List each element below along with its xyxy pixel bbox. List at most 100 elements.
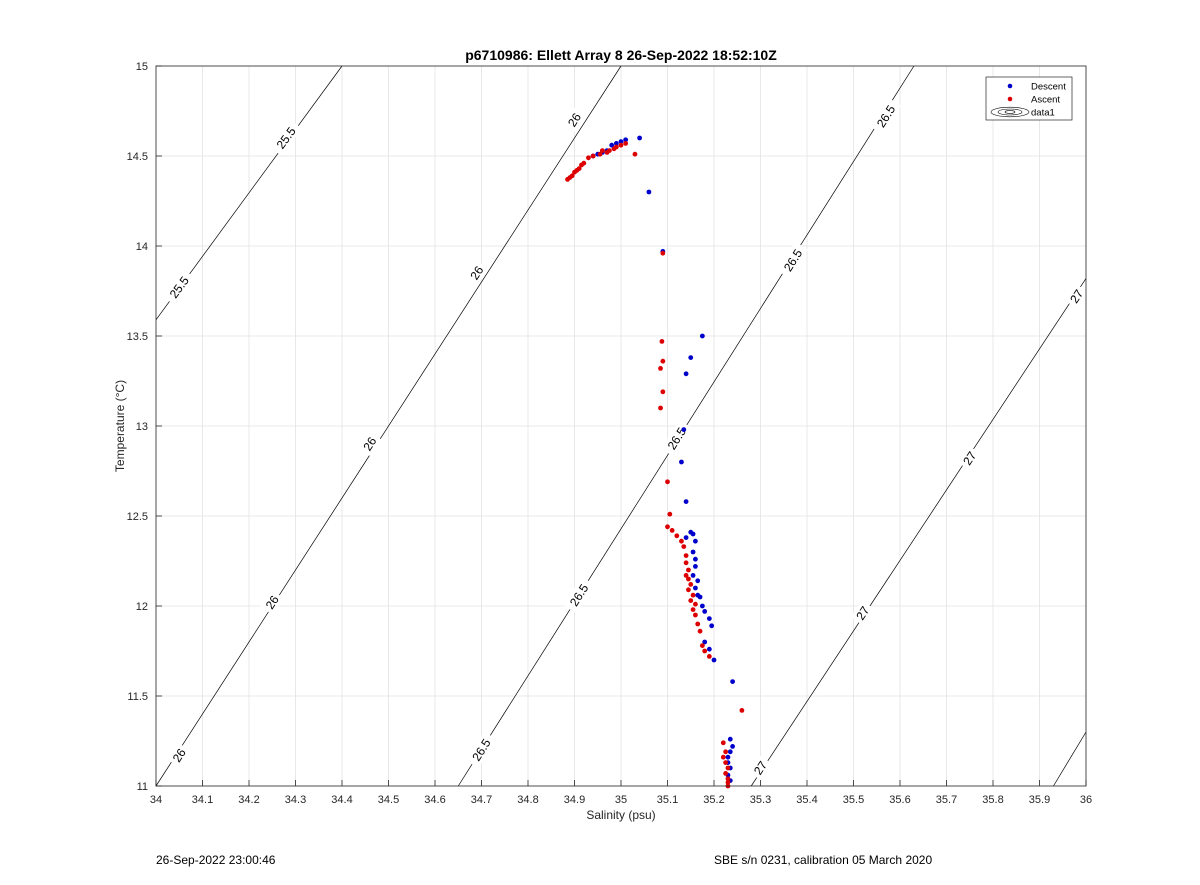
x-tick-label: 35.4: [796, 794, 817, 806]
ascent-point: [702, 648, 708, 654]
contour-label-group: 27: [850, 600, 875, 626]
x-tick-label: 35.9: [1029, 794, 1050, 806]
y-axis-label: Temperature (°C): [113, 380, 127, 472]
descent-point: [693, 564, 698, 569]
ascent-point: [688, 582, 694, 587]
y-tick-label: 13.5: [127, 331, 148, 343]
descent-point: [613, 141, 619, 146]
ascent-point: [720, 740, 726, 746]
x-tick-label: 34.6: [424, 794, 445, 806]
y-tick-label: 15: [136, 61, 148, 73]
x-tick-label: 35.3: [750, 794, 771, 806]
contour-label-bg: [562, 107, 586, 133]
contour-label-group: 27: [957, 445, 982, 471]
descent-point: [695, 578, 701, 584]
descent-point: [679, 459, 684, 465]
descent-point: [693, 585, 698, 591]
descent-point: [699, 333, 705, 339]
ascent-point: [597, 151, 603, 157]
x-tick-label: 35: [615, 794, 627, 806]
ascent-point: [660, 389, 666, 395]
contour-label-bg: [162, 268, 195, 306]
ascent-point: [565, 177, 570, 182]
ascent-point: [693, 601, 698, 607]
ascent-point: [695, 621, 701, 627]
grid: [155, 65, 1087, 787]
ascent-point: [669, 528, 675, 533]
ascent-point: [697, 628, 703, 634]
density-contours: 25.525.5262626262626.526.526.526.526.527…: [155, 65, 1089, 787]
ascent-point: [679, 538, 684, 544]
descent-point: [681, 427, 687, 432]
ascent-point: [690, 607, 696, 612]
ascent-point: [658, 405, 663, 411]
contour-label-bg: [870, 97, 902, 135]
ascent-point: [660, 358, 666, 364]
ascent-point: [725, 780, 731, 785]
ascent-point: [667, 511, 673, 517]
contour-26: 26 26 26 26 26: [155, 65, 622, 787]
ascent-point: [693, 612, 698, 618]
y-tick-label: 14.5: [127, 151, 148, 163]
contour-label-group: 26: [357, 431, 382, 457]
x-tick-label: 34.4: [331, 794, 352, 806]
y-tick-label: 13: [136, 421, 148, 433]
ascent-point: [674, 533, 680, 539]
y-axis-ticks: 11 11.5 12 12.5 13 13.5 14 14.5 15: [127, 61, 162, 793]
ascent-point: [690, 592, 696, 598]
ascent-point: [611, 146, 617, 152]
contour-27: 27 27 27 27: [748, 278, 1089, 787]
y-tick-label: 12: [136, 601, 148, 613]
descent-point: [706, 646, 712, 652]
x-axis-label: Salinity (psu): [586, 808, 655, 822]
ascent-point: [683, 573, 689, 578]
descent-point: [683, 535, 689, 540]
contour-label-bg: [957, 445, 982, 471]
data-points: [565, 135, 745, 789]
ascent-point: [660, 250, 666, 256]
legend-marker-ascent: [1007, 96, 1013, 102]
descent-point: [609, 142, 615, 148]
ascent-point: [699, 643, 705, 648]
ascent-point: [600, 148, 605, 154]
x-tick-label: 35.2: [703, 794, 724, 806]
x-tick-label: 34.7: [471, 794, 492, 806]
ascent-point: [658, 366, 663, 371]
contour-label-bg: [563, 576, 595, 614]
descent-point: [690, 531, 696, 537]
contour-label-bg: [1064, 283, 1089, 309]
contour-label-bg: [465, 731, 497, 769]
ascent-point: [683, 553, 689, 558]
contour-label-group: 26: [167, 742, 191, 768]
y-tick-label: 11.5: [127, 691, 148, 703]
x-tick-label: 35.6: [889, 794, 910, 806]
descent-point: [618, 139, 624, 145]
descent-point: [725, 754, 731, 760]
ascent-point: [723, 749, 729, 755]
ascent-point: [739, 708, 745, 713]
descent-point: [709, 623, 715, 629]
ascent-point: [686, 587, 691, 593]
descent-point: [690, 573, 696, 578]
contour-label-group: 26: [562, 107, 586, 133]
legend-label-ascent: Ascent: [1031, 95, 1060, 106]
ascent-point: [590, 153, 596, 159]
contour-label-bg: [167, 742, 191, 768]
descent-point: [727, 749, 733, 755]
descent-point: [690, 549, 696, 555]
contour-label-bg: [850, 600, 875, 626]
contour-label-group: 27: [748, 755, 772, 781]
legend-label-descent: Descent: [1031, 82, 1066, 93]
contour-26.5: 26.526.526.526.526.5: [457, 65, 915, 787]
contour-label-group: 26: [464, 260, 489, 286]
contour-label-bg: [269, 119, 302, 156]
ascent-point: [706, 654, 712, 659]
ascent-point: [725, 776, 731, 782]
descent-point: [688, 355, 694, 360]
ascent-point: [623, 141, 629, 146]
descent-point: [683, 371, 689, 377]
ascent-point: [665, 479, 670, 485]
descent-point: [697, 594, 703, 600]
ascent-point: [681, 544, 687, 549]
ascent-point: [683, 560, 689, 566]
